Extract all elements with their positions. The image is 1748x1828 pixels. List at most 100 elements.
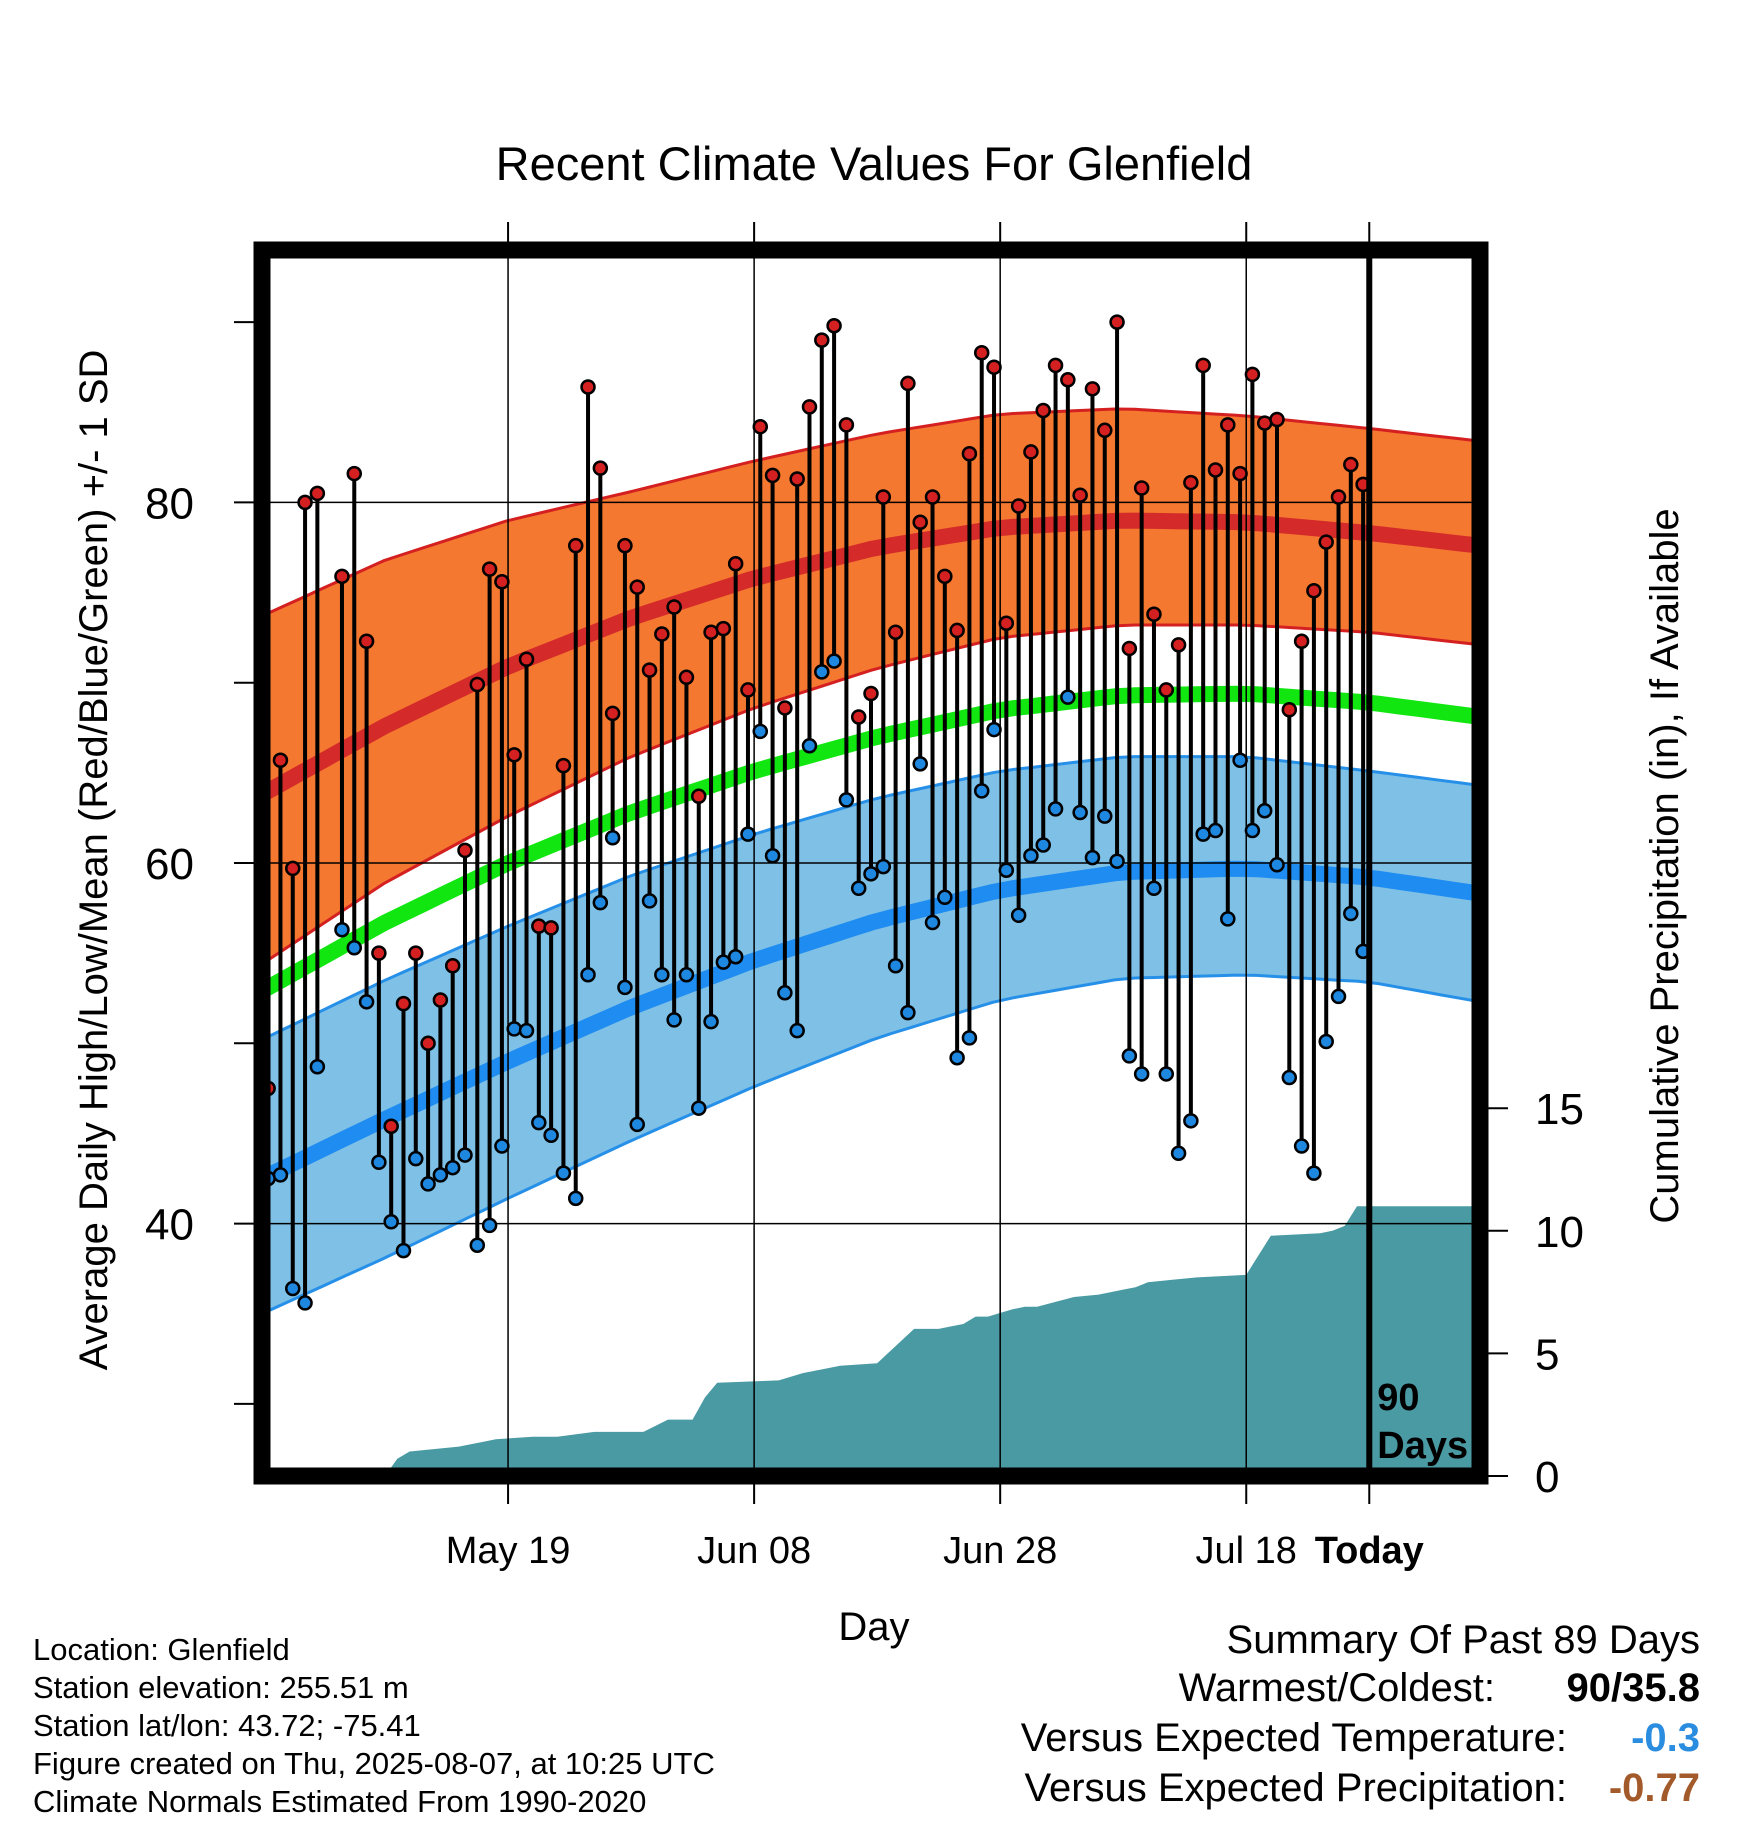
daily-high-point (752, 418, 769, 435)
daily-low-point (272, 1167, 289, 1183)
daily-low-point (1170, 1145, 1187, 1162)
daily-low-point (949, 1049, 965, 1066)
daily-low-point (887, 958, 904, 974)
daily-high-point (1121, 640, 1138, 657)
daily-low-point (469, 1237, 486, 1253)
x-tick-label: Jun 08 (697, 1530, 811, 1572)
daily-low-point (285, 1280, 301, 1297)
daily-high-point (937, 568, 953, 585)
summary-precip-label: Versus Expected Precipitation: (1024, 1766, 1567, 1810)
daily-low-point (727, 949, 744, 965)
y-right-tick-label: 10 (1535, 1208, 1584, 1257)
daily-high-point (764, 467, 781, 484)
daily-low-point (838, 792, 855, 808)
daily-high-point (986, 359, 1002, 375)
daily-high-point (457, 842, 473, 859)
daily-low-point (703, 1013, 719, 1030)
daily-low-point (592, 894, 609, 911)
daily-high-point (826, 317, 842, 334)
daily-low-point (1207, 822, 1224, 839)
daily-low-point (764, 848, 781, 864)
daily-low-point (1146, 880, 1162, 896)
daily-high-point (592, 460, 609, 476)
daily-low-point (1010, 907, 1027, 924)
daily-low-point (875, 858, 892, 875)
daily-low-point (1035, 837, 1051, 853)
daily-low-point (641, 893, 658, 909)
daily-low-point (1195, 826, 1211, 842)
plot-area (262, 250, 1480, 1476)
daily-low-point (334, 921, 350, 938)
y-left-tick-label: 60 (145, 840, 194, 889)
daily-high-point (678, 669, 695, 686)
daily-low-point (543, 1127, 559, 1143)
daily-high-point (887, 624, 904, 640)
daily-high-point (1293, 633, 1310, 649)
daily-low-point (580, 967, 596, 983)
daily-high-point (777, 700, 793, 716)
x-tick-label: Jun 28 (943, 1530, 1057, 1572)
daily-high-point (1109, 314, 1125, 330)
daily-high-point (469, 676, 486, 693)
daily-high-point (1232, 465, 1248, 482)
daily-high-point (1256, 415, 1273, 431)
daily-high-point (1343, 456, 1359, 473)
daily-high-point (912, 514, 928, 530)
daily-high-point (1306, 583, 1322, 599)
daily-high-point (371, 945, 387, 961)
daily-low-point (777, 985, 793, 1001)
daily-low-point (494, 1138, 510, 1154)
daily-high-point (1183, 474, 1199, 491)
daily-low-point (1097, 808, 1113, 824)
daily-high-point (641, 662, 658, 678)
x-tick-label: May 19 (446, 1530, 571, 1572)
daily-low-point (1158, 1066, 1175, 1082)
daily-low-point (358, 994, 375, 1010)
daily-high-point (1023, 444, 1039, 460)
daily-high-point (814, 332, 830, 348)
daily-high-point (1133, 480, 1150, 496)
daily-high-point (543, 920, 559, 936)
daily-high-point (444, 958, 461, 974)
daily-low-point (481, 1217, 498, 1234)
daily-low-point (900, 1004, 916, 1021)
daily-low-point (1269, 857, 1285, 873)
daily-high-point (1195, 357, 1211, 374)
daily-low-point (814, 664, 830, 680)
daily-low-point (1060, 689, 1076, 705)
daily-low-point (789, 1022, 805, 1039)
daily-high-point (666, 599, 682, 615)
daily-high-point (801, 399, 818, 415)
info-created: Figure created on Thu, 2025-08-07, at 10… (33, 1746, 715, 1781)
daily-high-point (420, 1035, 436, 1052)
daily-high-point (1330, 489, 1347, 505)
daily-low-point (863, 866, 879, 882)
daily-high-point (494, 573, 510, 590)
daily-low-point (678, 967, 695, 983)
daily-low-point (555, 1165, 572, 1181)
daily-low-point (457, 1147, 473, 1163)
daily-high-point (1220, 417, 1236, 433)
daily-high-point (432, 992, 449, 1008)
daily-low-point (567, 1190, 584, 1207)
precip-area (262, 1206, 1480, 1476)
daily-high-point (1269, 411, 1285, 428)
daily-high-point (1158, 682, 1175, 698)
daily-low-point (1220, 911, 1236, 927)
daily-high-point (1047, 357, 1064, 374)
daily-high-point (1060, 372, 1076, 388)
daily-high-point (506, 747, 522, 763)
summary-warm-cold-label: Warmest/Coldest: (1178, 1666, 1495, 1710)
y-left-tick-label: 40 (145, 1201, 194, 1250)
summary-temp-value: -0.3 (1631, 1716, 1700, 1760)
summary-precip-value: -0.77 (1608, 1766, 1700, 1810)
daily-high-point (334, 568, 350, 585)
y-left-tick-label: 80 (145, 479, 194, 528)
daily-low-point (346, 939, 363, 956)
daily-high-point (1010, 498, 1027, 514)
daily-high-point (285, 860, 301, 877)
daily-low-point (961, 1030, 978, 1046)
daily-high-point (383, 1118, 399, 1134)
daily-high-point (654, 626, 670, 642)
